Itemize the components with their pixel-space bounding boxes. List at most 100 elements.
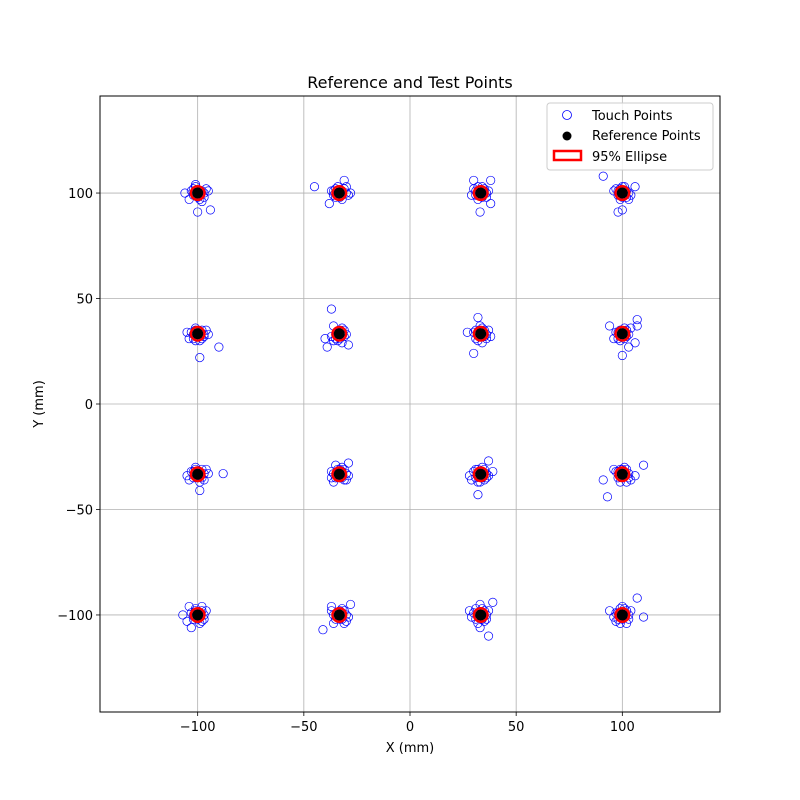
touch-point — [630, 338, 640, 348]
legend-box — [546, 102, 714, 171]
x-tick-label: −100 — [180, 720, 216, 735]
confidence-ellipse — [189, 325, 206, 342]
x-tick-label: 0 — [406, 720, 414, 735]
touch-point — [184, 601, 194, 612]
touch-point — [598, 171, 608, 181]
confidence-ellipse — [614, 185, 631, 202]
confidence-ellipse — [331, 325, 348, 342]
x-tick-label: 100 — [610, 720, 635, 735]
legend-marker-ellipse — [552, 149, 583, 162]
y-tick-label: 0 — [85, 398, 93, 413]
touch-point — [343, 458, 353, 468]
touch-point — [345, 599, 356, 609]
touch-point — [473, 490, 483, 500]
reference-point — [475, 609, 487, 621]
touch-point — [218, 469, 228, 479]
touch-point — [602, 492, 613, 502]
legend-marker-reference — [562, 131, 572, 141]
touch-point — [475, 207, 485, 217]
touch-point — [343, 340, 353, 350]
touch-point — [632, 593, 642, 603]
touch-point — [193, 207, 203, 217]
reference-point — [475, 468, 487, 480]
touch-point — [339, 175, 349, 185]
touch-point — [598, 475, 608, 485]
touch-point — [632, 315, 642, 325]
touch-point — [484, 631, 494, 641]
touch-point — [639, 612, 649, 622]
touch-point — [605, 321, 615, 331]
x-axis-label: X (mm) — [386, 741, 435, 756]
confidence-ellipse — [331, 185, 348, 202]
touch-point — [464, 606, 475, 616]
confidence-ellipse — [614, 606, 631, 623]
touch-point — [488, 597, 498, 607]
reference-point — [192, 609, 204, 621]
y-axis-label: Y (mm) — [32, 380, 47, 429]
touch-point — [186, 623, 196, 633]
confidence-ellipse — [331, 606, 348, 623]
reference-point — [333, 187, 345, 199]
confidence-ellipse — [614, 466, 631, 483]
legend-marker-touch — [562, 110, 572, 120]
reference-point — [333, 468, 345, 480]
touch-point — [630, 471, 640, 481]
confidence-ellipse — [189, 606, 206, 623]
touch-point — [632, 321, 642, 331]
reference-point — [192, 187, 204, 199]
touch-point — [322, 342, 332, 352]
y-tick-label: −100 — [57, 609, 93, 624]
reference-point — [333, 328, 345, 340]
x-tick-label: −50 — [290, 720, 317, 735]
touch-point — [613, 207, 623, 217]
legend-label-reference: Reference Points — [592, 129, 701, 144]
touch-point — [473, 312, 483, 323]
axis-ticks: −100 −50 0 50 100 −100 −50 0 50 100 — [57, 187, 634, 735]
reference-point — [616, 328, 628, 340]
touch-point — [195, 485, 205, 496]
reference-point — [616, 468, 628, 480]
touch-point — [195, 353, 205, 363]
ellipse-series — [189, 185, 631, 623]
reference-point — [475, 187, 487, 199]
touch-point — [630, 182, 640, 192]
confidence-ellipse — [331, 466, 348, 483]
reference-points-series — [192, 187, 628, 621]
touch-point — [469, 348, 479, 358]
confidence-ellipse — [472, 325, 489, 342]
touch-point — [605, 606, 615, 616]
touch-point — [318, 625, 328, 635]
touch-point — [462, 327, 472, 337]
touch-point — [488, 466, 498, 477]
touch-point — [309, 182, 320, 192]
touch-point — [617, 350, 627, 361]
reference-point — [333, 609, 345, 621]
reference-point — [475, 328, 487, 340]
confidence-ellipse — [189, 466, 206, 483]
touch-point — [214, 342, 224, 352]
reference-point — [616, 187, 628, 199]
touch-point — [180, 188, 190, 198]
touch-point — [484, 456, 494, 466]
touch-point — [624, 342, 634, 352]
reference-point — [192, 468, 204, 480]
touch-point — [205, 205, 215, 215]
touch-point — [326, 304, 336, 314]
touch-point — [182, 616, 192, 626]
confidence-ellipse — [472, 606, 489, 623]
y-tick-label: −50 — [66, 503, 93, 518]
chart-title: Reference and Test Points — [307, 73, 513, 92]
touch-point — [486, 175, 496, 185]
confidence-ellipse — [614, 325, 631, 342]
confidence-ellipse — [472, 185, 489, 202]
touch-point — [639, 460, 649, 470]
confidence-ellipse — [189, 185, 206, 202]
reference-point — [616, 609, 628, 621]
touch-point — [486, 199, 496, 209]
touch-point — [469, 175, 479, 185]
x-tick-label: 50 — [508, 720, 525, 735]
legend: Touch Points Reference Points 95% Ellips… — [546, 102, 714, 171]
reference-point — [192, 328, 204, 340]
legend-label-ellipse: 95% Ellipse — [592, 150, 667, 165]
